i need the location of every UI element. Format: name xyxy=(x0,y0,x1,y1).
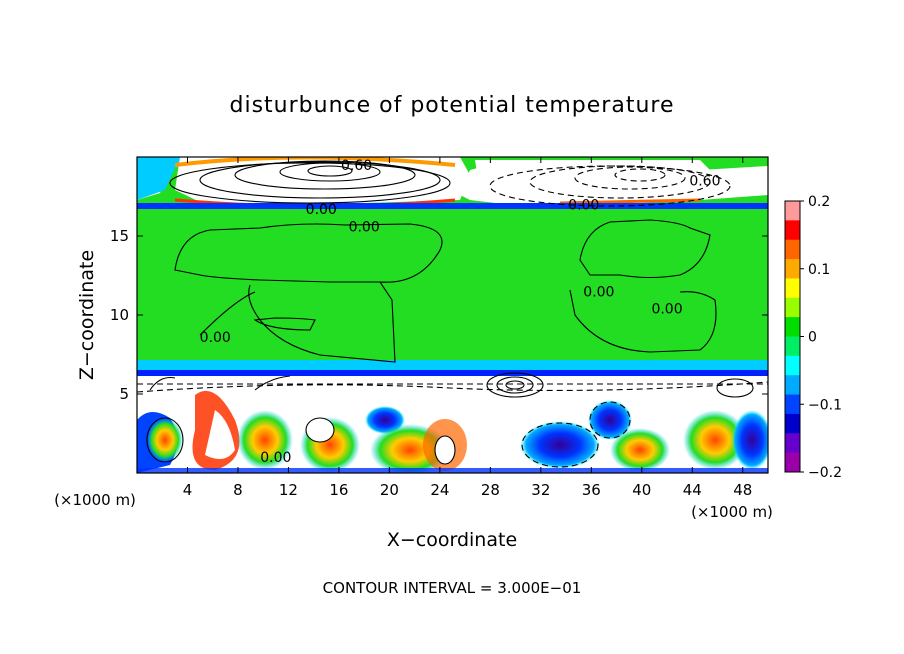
colorbar-tick-label: −0.1 xyxy=(808,397,842,413)
y-tick-label: 15 xyxy=(110,227,129,245)
x-tick-label: 44 xyxy=(683,481,702,499)
contour-interval: CONTOUR INTERVAL = 3.000E−01 xyxy=(323,579,582,597)
colorbar-tick-label: 0.1 xyxy=(808,262,830,278)
x-axis-title: X−coordinate xyxy=(387,529,517,551)
contour-label: 0.00 xyxy=(349,220,380,236)
colorbar-segment xyxy=(785,394,800,415)
x-axis: 4 8 12 16 20 24 28 32 36 40 44 48 xyxy=(183,157,752,499)
colorbar-segment xyxy=(785,317,800,337)
y-tick-label: 10 xyxy=(110,306,129,324)
x-tick-label: 36 xyxy=(582,481,601,499)
x-tick-label: 8 xyxy=(233,481,243,499)
contour-labels: 0.60 0.60 0.00 0.00 0.00 0.00 0.00 0.00 0.00 xyxy=(200,158,721,466)
contour-label: 0.00 xyxy=(260,450,291,466)
x-tick-label: 24 xyxy=(430,481,449,499)
colorbar-segment xyxy=(785,220,800,241)
colorbar xyxy=(784,200,801,473)
colorbar-ticks: 0.2 0.1 0 −0.1 −0.2 xyxy=(800,194,842,481)
x-tick-label: 40 xyxy=(632,481,651,499)
contour-label: 0.00 xyxy=(583,284,614,300)
chart-title: disturbunce of potential temperature xyxy=(230,93,675,118)
x-tick-label: 32 xyxy=(531,481,550,499)
contour-label: 0.00 xyxy=(306,202,337,218)
colorbar-segment xyxy=(785,375,800,396)
x-tick-label: 48 xyxy=(733,481,752,499)
contour-label: 0.00 xyxy=(568,197,599,213)
contour-lines xyxy=(137,160,768,468)
x-unit-right: (×1000 m) xyxy=(691,503,773,521)
colorbar-segment xyxy=(785,201,800,221)
y-axis-title: Z−coordinate xyxy=(76,250,98,380)
colorbar-segment xyxy=(785,433,800,454)
colorbar-tick-label: 0.2 xyxy=(808,194,830,210)
x-tick-label: 4 xyxy=(183,481,193,499)
colorbar-tick-label: 0 xyxy=(808,330,817,346)
heatmap-field xyxy=(137,157,768,473)
colorbar-segment xyxy=(785,259,800,279)
colorbar-segment xyxy=(785,452,800,473)
x-tick-label: 28 xyxy=(481,481,500,499)
colorbar-segment xyxy=(785,239,800,260)
colorbar-segment xyxy=(785,278,800,299)
x-tick-label: 12 xyxy=(279,481,298,499)
contour-label: 0.00 xyxy=(651,302,682,318)
colorbar-segment xyxy=(785,336,800,357)
x-unit-left: (×1000 m) xyxy=(54,491,136,509)
colorbar-segment xyxy=(785,355,800,376)
y-tick-label: 5 xyxy=(119,385,129,403)
colorbar-segment xyxy=(785,413,800,434)
x-tick-label: 20 xyxy=(380,481,399,499)
colorbar-tick-label: −0.2 xyxy=(808,465,842,481)
contour-label: 0.60 xyxy=(689,174,720,190)
contour-label: 0.00 xyxy=(200,330,231,346)
x-tick-label: 16 xyxy=(329,481,348,499)
colorbar-segment xyxy=(785,297,800,318)
contour-label: 0.60 xyxy=(341,158,372,174)
y-axis: 5 10 15 xyxy=(110,227,768,403)
